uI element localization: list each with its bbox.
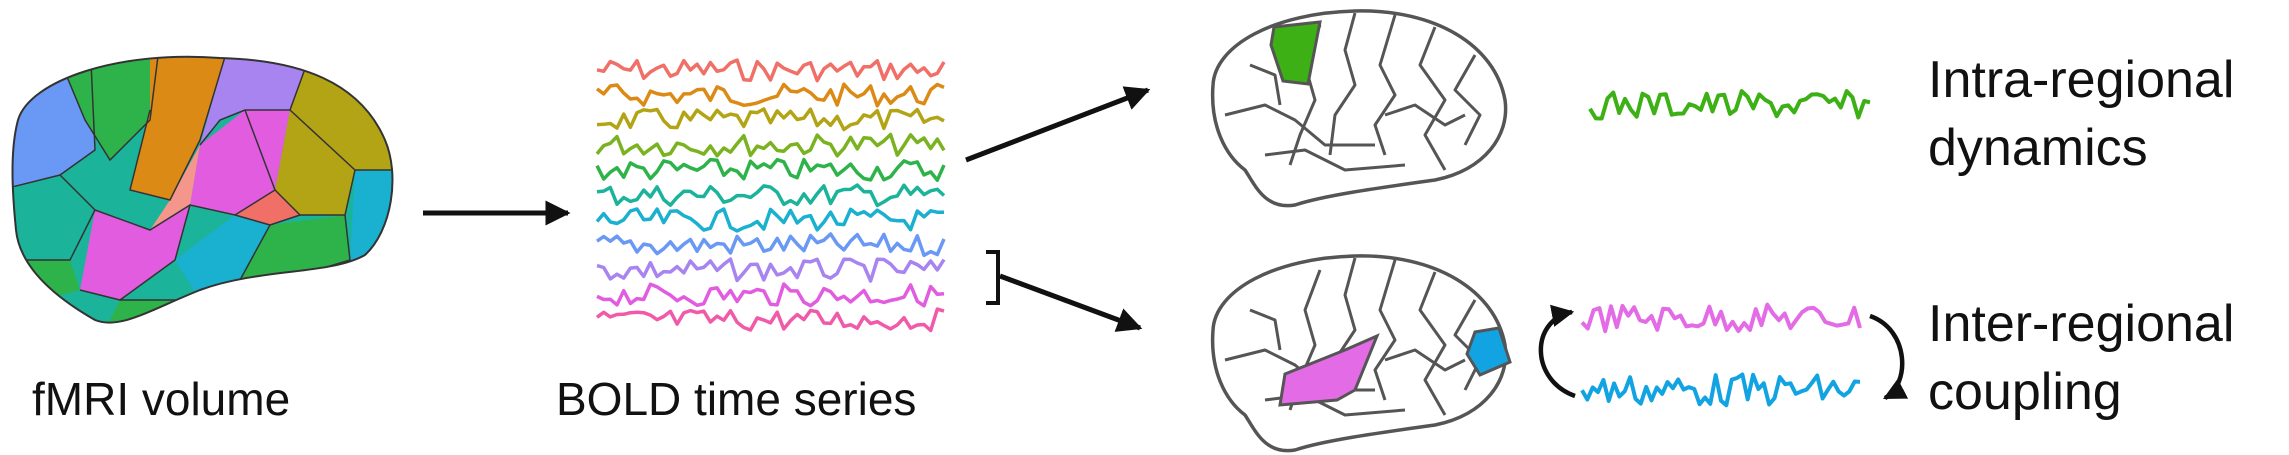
arrow-to-intra (965, 86, 1151, 163)
time-series-line (596, 282, 945, 308)
intra-trace-line (1588, 89, 1871, 121)
fmri-volume-label: fMRI volume (32, 373, 291, 425)
highlighted-region-pink (1278, 333, 1380, 407)
outline-brain-bottom (1210, 254, 1512, 453)
brain-sulcus (1418, 271, 1447, 416)
inter-regional-trace-blue (1580, 372, 1861, 408)
brain-outline (1210, 9, 1508, 208)
time-series-line (595, 232, 946, 258)
intra-regional-label: Intra-regional dynamics (1928, 46, 2234, 182)
time-series-line (596, 183, 946, 208)
cycle-arrow-right (1869, 313, 1909, 400)
inter-trace-blue-line (1580, 372, 1861, 408)
time-series-line (595, 157, 946, 182)
brain-sulcus (1384, 348, 1466, 372)
time-series-line (595, 207, 944, 233)
bracket-icon (986, 250, 1000, 305)
brain-sulcus (1264, 148, 1406, 172)
outline-brain-top (1210, 9, 1508, 208)
time-series-line (596, 257, 946, 283)
time-series-line (595, 307, 945, 333)
bold-time-series-label: BOLD time series (556, 373, 917, 425)
inter-trace-pink-line (1580, 302, 1862, 334)
brain-sulcus (1373, 259, 1397, 401)
cycle-arrow-left (1538, 304, 1576, 399)
brain-outline (1210, 254, 1508, 453)
brain-sulcus (1373, 14, 1397, 156)
brain-sulcus (1249, 63, 1282, 106)
time-series-line (595, 82, 945, 108)
brain-sulcus (1224, 103, 1375, 147)
intra-label-line1: Intra-regional (1928, 51, 2235, 109)
intra-label-line2: dynamics (1928, 119, 2148, 177)
inter-label-line1: Inter-regional (1928, 295, 2235, 353)
time-series-line (596, 58, 946, 83)
inter-label-line2: coupling (1928, 363, 2122, 421)
brain-sulcus (1328, 12, 1357, 156)
time-series-line (595, 132, 946, 158)
time-series-line (596, 107, 945, 132)
brain-sulcus (1453, 299, 1482, 391)
intra-regional-trace (1588, 89, 1871, 121)
highlighted-region-blue (1465, 326, 1512, 377)
bold-time-series (595, 58, 946, 333)
highlighted-region-top (1269, 20, 1322, 86)
brain-parcellation-icon (11, 55, 394, 324)
arrow-to-inter (999, 273, 1143, 332)
brain-sulcus (1418, 26, 1447, 171)
brain-sulcus (1384, 103, 1466, 127)
brain-sulcus (1453, 54, 1482, 146)
inter-regional-label: Inter-regional coupling (1928, 290, 2234, 426)
brain-sulcus (1249, 308, 1282, 351)
inter-regional-trace-pink (1580, 302, 1862, 334)
